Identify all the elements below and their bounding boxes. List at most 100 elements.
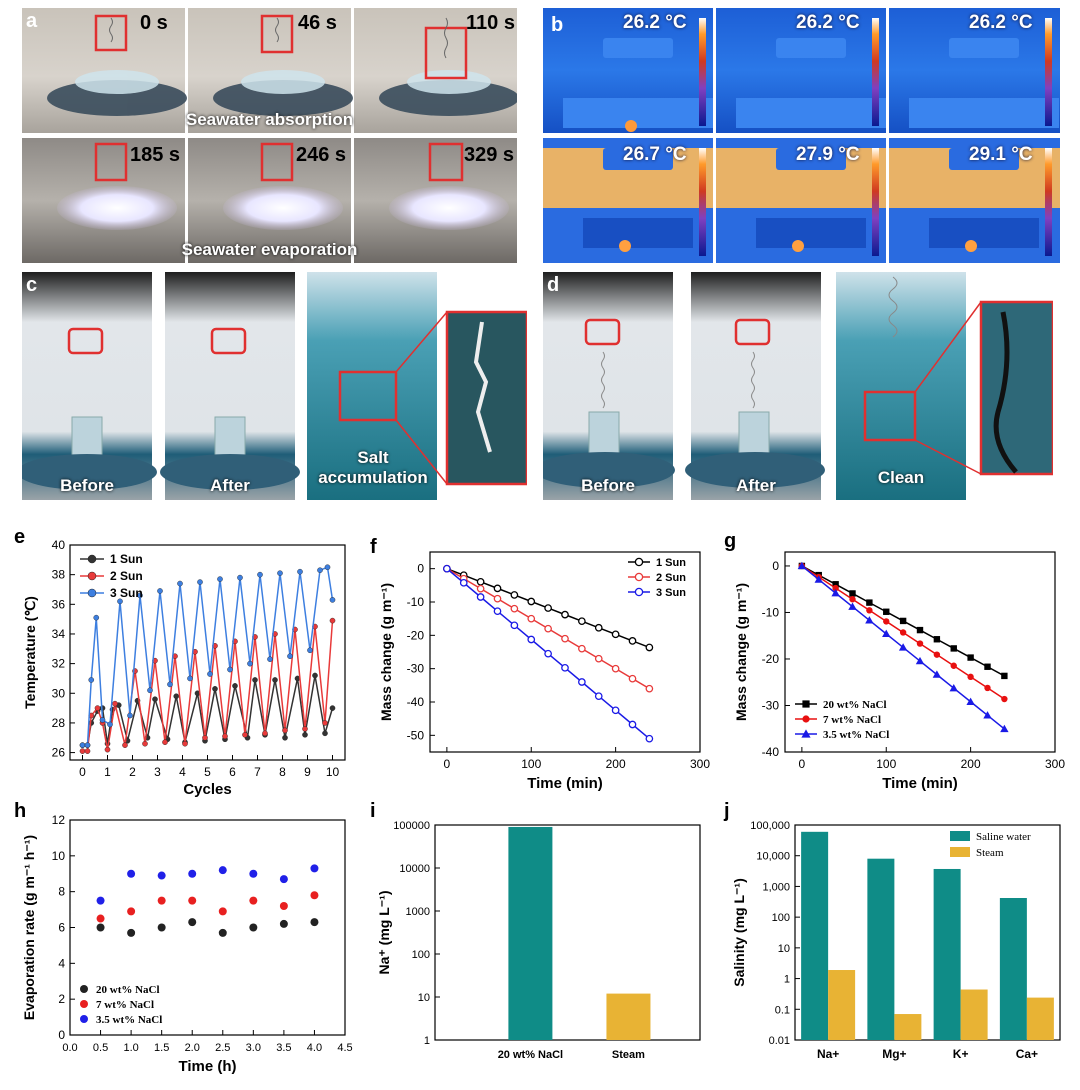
y-tick-label: 32	[52, 657, 66, 671]
data-point	[167, 681, 173, 688]
legend-label: Steam	[976, 847, 1004, 859]
y-tick-label: 0	[58, 1028, 65, 1042]
data-point	[802, 715, 810, 723]
data-point	[307, 647, 313, 654]
data-point	[242, 731, 248, 738]
x-axis-label: Time (min)	[882, 775, 958, 792]
caption-seawater-evaporation: Seawater evaporation	[181, 240, 358, 259]
data-point	[272, 677, 278, 683]
data-point	[173, 693, 180, 700]
y-tick-label: -40	[407, 695, 425, 709]
y-tick-label: 100	[412, 949, 430, 961]
data-point	[802, 700, 810, 708]
chart-j-salinity: 0.01 0.1 1 10 100 1,000 10,000 100,000 Salinity …	[731, 820, 1061, 1061]
y-tick-label: 10000	[399, 863, 430, 875]
y-tick-label: 4	[58, 956, 65, 970]
data-point	[967, 673, 974, 681]
data-point	[611, 706, 620, 715]
data-point	[883, 618, 890, 625]
data-point	[578, 644, 586, 653]
data-point	[527, 635, 536, 644]
panel-b-label: b	[551, 14, 564, 36]
bar-steam-2	[960, 989, 988, 1040]
y-axis-label: Temperature (℃)	[22, 596, 38, 709]
data-point	[493, 584, 502, 593]
data-point	[282, 727, 288, 734]
x-tick-label: 2	[129, 765, 136, 779]
data-point	[984, 663, 991, 670]
thermal-row1	[543, 8, 1060, 133]
panel-b-thermal	[543, 8, 1060, 263]
x-tick-label: 1.5	[154, 1042, 169, 1054]
data-point	[645, 734, 654, 743]
data-point	[257, 571, 263, 578]
panel-g-label: g	[724, 530, 737, 552]
caption-d-after: After	[736, 476, 776, 495]
x-tick-label: Ca+	[1016, 1047, 1038, 1061]
data-point	[915, 656, 925, 665]
data-point	[252, 677, 258, 683]
x-tick-label: 1.0	[123, 1042, 138, 1054]
y-tick-label: 8	[58, 885, 65, 899]
data-point	[218, 928, 227, 937]
data-point	[634, 557, 644, 567]
y-tick-label: 6	[58, 921, 65, 935]
data-point	[949, 683, 958, 692]
temp-b5: 27.9 °C	[796, 144, 860, 165]
x-tick-label: 300	[690, 757, 710, 771]
panel-a-photos	[22, 8, 517, 263]
legend-label: Saline water	[976, 831, 1031, 843]
y-axis-label: Na⁺ (mg L⁻¹)	[376, 891, 392, 975]
data-point	[127, 928, 136, 937]
data-point	[279, 875, 288, 884]
temp-b1: 26.2 °C	[623, 12, 687, 33]
data-point	[493, 594, 502, 603]
y-tick-label: 28	[52, 716, 66, 730]
plot-frame	[794, 824, 1061, 1041]
data-point	[628, 637, 637, 645]
panel-c-label: c	[26, 274, 38, 296]
data-point	[279, 919, 288, 928]
data-point	[848, 602, 857, 610]
data-point	[212, 686, 218, 692]
data-point	[279, 902, 288, 910]
plot-frame	[434, 824, 701, 1041]
data-point	[152, 696, 158, 703]
data-point	[310, 864, 319, 873]
y-tick-label: 0	[417, 562, 424, 576]
y-tick-label: -10	[762, 605, 780, 619]
x-tick-label: 5	[204, 765, 211, 779]
data-point	[282, 734, 288, 741]
plot-frame	[784, 551, 1056, 753]
x-axis-label: Time (min)	[527, 775, 603, 792]
data-point	[628, 674, 637, 683]
data-point	[883, 608, 890, 615]
panel-d: d Before After Clean	[543, 272, 1053, 500]
legend-marker	[87, 588, 97, 598]
y-tick-label: 12	[52, 813, 66, 827]
x-tick-label: 100	[521, 757, 541, 771]
data-point	[561, 634, 569, 643]
data-point	[578, 617, 586, 626]
data-point	[866, 607, 873, 614]
legend-label: 3.5 wt% NaCl	[823, 729, 889, 741]
row2-photos	[22, 138, 517, 263]
data-point	[329, 597, 336, 603]
x-tick-label: 300	[1045, 757, 1065, 771]
y-tick-label: -20	[762, 652, 780, 666]
y-tick-label: -20	[407, 628, 425, 642]
y-tick-label: -50	[407, 728, 425, 742]
bar-steam-0	[828, 970, 856, 1040]
bar-saline-water-0	[801, 831, 829, 1040]
data-point	[277, 570, 283, 576]
y-tick-label: 0.1	[775, 1004, 790, 1016]
y-tick-label: 1000	[406, 906, 430, 918]
y-axis-label: Mass change (g m⁻¹)	[733, 583, 749, 721]
bar-1	[606, 993, 651, 1040]
panel-i-label: i	[370, 800, 376, 822]
chart-f-mass-change-sun: 0 -10 -20 -30 -40 -50 0 100 200 300 Mass change (g…	[378, 551, 710, 792]
x-tick-label: 100	[876, 757, 896, 771]
time-329s: 329 s	[464, 144, 515, 166]
data-point	[88, 677, 95, 683]
panel-f-label: f	[370, 536, 377, 558]
